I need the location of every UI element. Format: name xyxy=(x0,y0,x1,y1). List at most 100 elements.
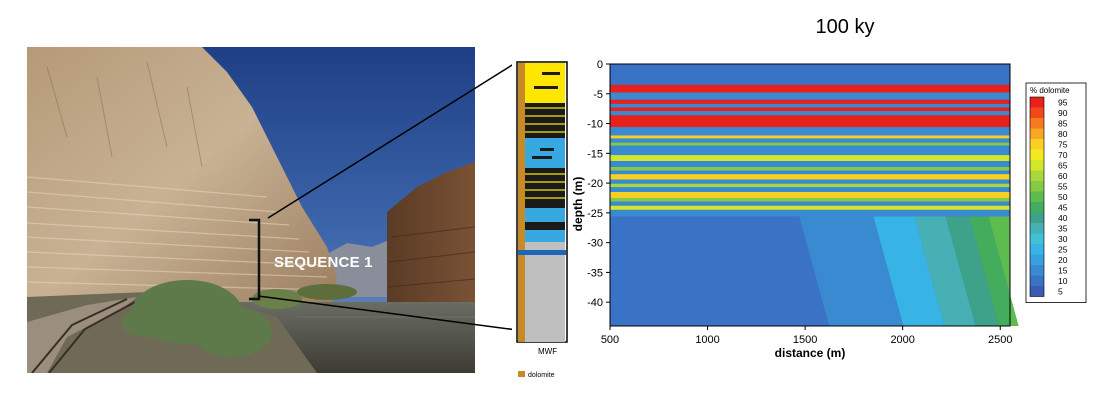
colorbar-swatch xyxy=(1030,275,1044,286)
connector-top xyxy=(267,61,518,219)
lower-zone-band xyxy=(945,216,1000,326)
colorbar-swatch xyxy=(1030,286,1044,297)
outcrop-photo-drawing xyxy=(27,47,475,373)
heatmap-svg: 0 -5 -10 -15 -20 -25 -30 -35 -40 500 1000 1500 2000 2… xyxy=(571,59,1087,360)
y-tick-label: -30 xyxy=(587,238,603,250)
dolomite-layer xyxy=(610,170,1010,175)
colorbar-swatch xyxy=(1030,149,1044,160)
dolomite-layer xyxy=(610,209,1010,217)
dolomite-layer xyxy=(610,92,1010,100)
dolomite-layer xyxy=(610,111,1010,116)
x-tick-label: 2000 xyxy=(890,334,914,346)
y-tick-label: -35 xyxy=(587,267,603,279)
colorbar-label: 20 xyxy=(1058,255,1068,265)
colorbar-swatch xyxy=(1030,202,1044,213)
colorbar-swatch xyxy=(1030,265,1044,276)
y-tick-label: 0 xyxy=(597,59,603,71)
dolomite-layer xyxy=(610,142,1010,146)
colorbar-outline xyxy=(1029,96,1045,297)
axes: 0 -5 -10 -15 -20 -25 -30 -35 -40 500 1000 1500 2000 2… xyxy=(571,59,1012,360)
rail-left xyxy=(31,298,128,373)
x-axis-label: distance (m) xyxy=(775,346,846,360)
colorbar-swatch xyxy=(1030,139,1044,150)
colorbar-label: 5 xyxy=(1058,287,1063,297)
y-tick-label: -5 xyxy=(593,89,603,101)
colorbar-label: 75 xyxy=(1058,140,1068,150)
lower-zone-band xyxy=(969,216,1019,326)
colorbar-title: % dolomite xyxy=(1030,86,1070,95)
y-tick-label: -20 xyxy=(587,178,603,190)
rail-ballast xyxy=(27,297,137,373)
dolomite-layer xyxy=(610,107,1010,112)
colorbar-swatch xyxy=(1030,118,1044,129)
plot-frame xyxy=(609,63,1011,327)
colorbar-swatch xyxy=(1030,254,1044,265)
colorbar-label: 50 xyxy=(1058,192,1068,202)
y-tick-label: -40 xyxy=(587,297,603,309)
plot-area xyxy=(610,64,1019,326)
colorbar-label: 60 xyxy=(1058,171,1068,181)
colorbar-label: 15 xyxy=(1058,266,1068,276)
lower-zone-band xyxy=(914,216,976,326)
dolomite-layer xyxy=(610,167,1010,171)
x-tick-label: 1500 xyxy=(793,334,817,346)
dolomite-layer xyxy=(610,179,1010,184)
colorbar-label: 30 xyxy=(1058,234,1068,244)
legend-dolomite-label: dolomite xyxy=(528,372,555,378)
dolomite-layer xyxy=(610,145,1010,156)
colorbar-label: 45 xyxy=(1058,203,1068,213)
colorbar-label: 70 xyxy=(1058,150,1068,160)
colorbar: % dolomite 959085807570656055504540353025… xyxy=(1025,82,1087,303)
colorbar-swatch xyxy=(1030,191,1044,202)
x-tick-label: 1000 xyxy=(695,334,719,346)
dolomite-layer xyxy=(610,103,1010,108)
colorbar-label: 25 xyxy=(1058,245,1068,255)
colorbar-swatch xyxy=(1030,212,1044,223)
dolomite-layer xyxy=(610,201,1010,206)
colorbar-swatch xyxy=(1030,181,1044,192)
legend-dolomite-swatch xyxy=(518,371,525,377)
shrubs xyxy=(122,280,357,357)
dolomite-layer xyxy=(610,161,1010,168)
colorbar-label: 65 xyxy=(1058,161,1068,171)
column-beds xyxy=(525,63,565,342)
colorbar-swatch xyxy=(1030,244,1044,255)
colorbar-label: 95 xyxy=(1058,98,1068,108)
colorbar-label: 80 xyxy=(1058,129,1068,139)
x-tick-label: 500 xyxy=(601,334,619,346)
colorbar-swatch xyxy=(1030,107,1044,118)
colorbar-swatch xyxy=(1030,128,1044,139)
dolomite-layer xyxy=(610,183,1010,188)
lower-zone-band xyxy=(873,216,945,326)
rail-right xyxy=(48,301,136,373)
colorbar-swatch xyxy=(1030,97,1044,108)
dolomite-layer xyxy=(610,115,1010,128)
dolomite-layer xyxy=(610,64,1010,85)
colorbar-label: 55 xyxy=(1058,182,1068,192)
figure-title: 100 ky xyxy=(815,16,875,38)
dolomite-layer xyxy=(610,99,1010,104)
colorbar-swatch xyxy=(1030,233,1044,244)
dolomite-layer xyxy=(610,187,1010,193)
colorbar-label: 90 xyxy=(1058,108,1068,118)
colorbar-swatch xyxy=(1030,223,1044,234)
colorbar-label: 85 xyxy=(1058,119,1068,129)
dolomite-layer xyxy=(610,135,1010,139)
cliff-right xyxy=(387,162,475,337)
lower-zone-band xyxy=(988,216,1019,326)
y-axis-label: depth (m) xyxy=(572,177,585,232)
column-ticks xyxy=(532,72,560,159)
cliff-shadows xyxy=(46,61,203,168)
y-tick-label: -10 xyxy=(587,119,603,131)
column-footer: MWF xyxy=(538,347,557,356)
colorbar-label: 40 xyxy=(1058,213,1068,223)
dolomite-strip xyxy=(518,63,525,342)
y-tick-label: -25 xyxy=(587,208,603,220)
dolomite-section-chart: 0 -5 -10 -15 -20 -25 -30 -35 -40 500 1000 1500 2000 2… xyxy=(571,55,1100,375)
colorbar-swatch xyxy=(1030,170,1044,181)
dolomite-layer xyxy=(610,174,1010,180)
x-tick-label: 2500 xyxy=(988,334,1012,346)
column-marker-bar xyxy=(518,250,566,255)
colorbar-swatch xyxy=(1030,160,1044,171)
